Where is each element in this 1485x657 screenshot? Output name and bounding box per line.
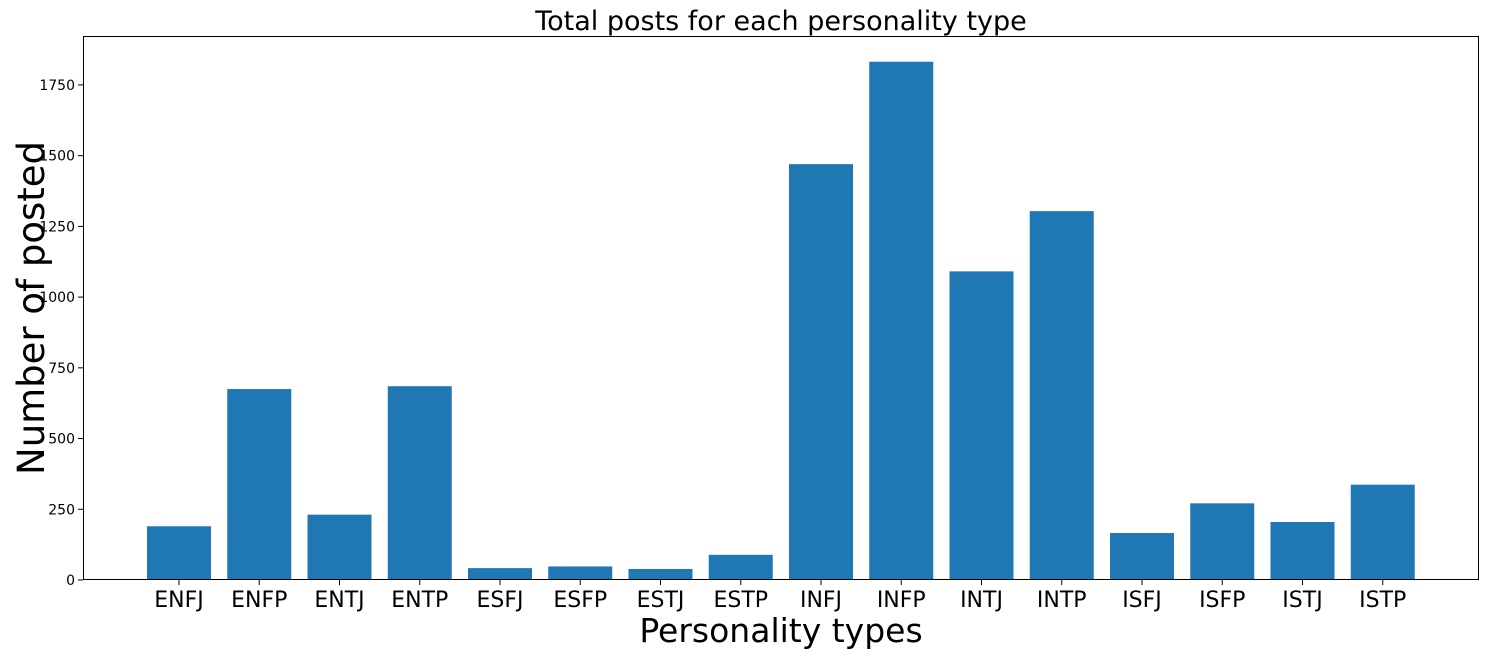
y-ticks: 0 250 500 750 1000 1250 1500 1750 xyxy=(39,78,83,589)
x-ticks: ENFJ ENFP ENTJ ENTP ESFJ ESFP ESTJ ESTP INFJ INFP… xyxy=(154,580,1406,613)
y-tick-label: 1250 xyxy=(39,219,75,235)
bar-isfp xyxy=(1190,503,1255,580)
bar-intj xyxy=(949,271,1014,580)
y-tick-label: 750 xyxy=(48,361,75,377)
x-tick-label: INTP xyxy=(1037,588,1087,613)
x-tick-label: ESTP xyxy=(713,588,768,613)
x-tick-label: ESTJ xyxy=(637,588,685,613)
x-tick-label: ISFP xyxy=(1199,588,1245,613)
bars-group xyxy=(147,61,1415,581)
x-tick-label: ENFJ xyxy=(154,588,204,613)
x-tick-label: ENTP xyxy=(391,588,448,613)
bar-istp xyxy=(1350,484,1415,580)
x-tick-label: INTJ xyxy=(960,588,1003,613)
x-tick-label: INFP xyxy=(877,588,926,613)
bar-istj xyxy=(1270,522,1335,580)
bar-estj xyxy=(628,568,693,580)
bar-isfj xyxy=(1110,533,1174,580)
x-axis-label: Personality types xyxy=(639,611,922,650)
plot-frame xyxy=(83,36,1479,580)
y-tick-label: 1500 xyxy=(39,149,75,165)
y-tick-label: 1000 xyxy=(39,290,75,306)
y-tick-label: 250 xyxy=(48,502,75,518)
bar-infj xyxy=(789,164,853,580)
bar-esfj xyxy=(468,568,532,580)
y-tick-label: 0 xyxy=(66,573,75,589)
bar-entp xyxy=(387,386,452,580)
x-tick-label: ENFP xyxy=(231,588,287,613)
x-tick-label: ESFJ xyxy=(476,588,523,613)
x-tick-label: ISFJ xyxy=(1122,588,1162,613)
x-tick-label: ISTJ xyxy=(1282,588,1322,613)
x-tick-label: INFJ xyxy=(800,588,842,613)
bar-intp xyxy=(1029,211,1094,581)
bar-estp xyxy=(708,554,773,580)
bar-enfj xyxy=(147,526,211,580)
x-tick-label: ESFP xyxy=(553,588,607,613)
y-tick-label: 500 xyxy=(48,432,75,448)
y-tick-label: 1750 xyxy=(39,78,75,94)
y-axis-label: Number of posted xyxy=(10,141,53,475)
bar-entj xyxy=(307,514,372,580)
chart-title: Total posts for each personality type xyxy=(534,6,1027,37)
x-tick-label: ENTJ xyxy=(314,588,364,613)
bar-esfp xyxy=(548,566,613,580)
x-tick-label: ISTP xyxy=(1359,588,1406,613)
bar-enfp xyxy=(227,389,292,580)
bar-infp xyxy=(869,61,934,581)
